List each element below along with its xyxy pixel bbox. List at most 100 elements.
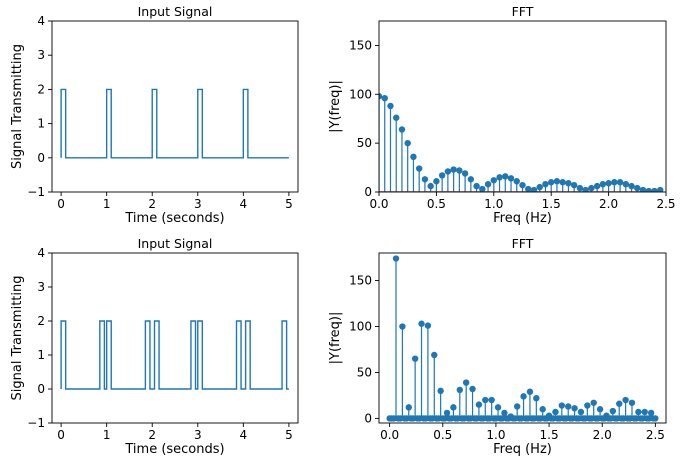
x-tick-label: 5 <box>285 197 293 211</box>
axes-frame <box>51 252 299 424</box>
x-tick-label: 0.5 <box>427 197 446 211</box>
stem-marker <box>490 177 497 184</box>
y-tick-label: 150 <box>349 274 372 288</box>
chart-title: FFT <box>512 236 534 251</box>
stem-marker <box>433 178 440 185</box>
x-tick-label: 1.0 <box>486 428 505 442</box>
y-axis-label: Signal Transmitting <box>10 276 25 401</box>
x-axis-label: Time (seconds) <box>124 211 224 226</box>
y-tick-label: 0 <box>37 151 45 165</box>
x-tick-label: 1 <box>103 428 111 442</box>
chart-panel-3: 0 1 2 3 4 5 −1 0 1 2 3 4 Input Signal Time (seconds) S… <box>10 236 299 456</box>
stem-marker <box>530 186 538 192</box>
stem-marker <box>513 403 521 410</box>
x-tick-label: 2 <box>148 197 156 211</box>
stem-marker <box>652 415 659 422</box>
y-tick-label: 150 <box>349 38 372 52</box>
stem-marker <box>641 408 648 416</box>
x-tick-label: 2.5 <box>656 197 675 211</box>
stem-marker <box>628 399 636 406</box>
stem-marker <box>456 386 463 394</box>
x-tick-label: 3 <box>194 428 202 442</box>
x-tick-label: 1.5 <box>542 197 561 211</box>
stem-marker <box>519 181 526 189</box>
chart-panel-2: 0.0 0.5 1.0 1.5 2.0 2.5 0 50 100 150 FFT Freq (Hz) |… <box>328 4 676 226</box>
signal-line <box>60 320 289 390</box>
stem-marker <box>431 351 438 359</box>
y-tick-label: 2 <box>37 314 45 328</box>
x-tick-label: 3 <box>194 197 202 211</box>
stem-marker <box>590 399 597 406</box>
stem-marker <box>548 179 555 186</box>
x-tick-label: 2 <box>148 428 156 442</box>
y-tick-label: 4 <box>37 246 45 260</box>
y-tick-label: 50 <box>357 365 372 379</box>
plot-area <box>379 93 664 192</box>
plot-area <box>60 320 289 390</box>
stem-marker <box>410 153 417 161</box>
stem-marker <box>609 407 617 415</box>
stem-marker <box>399 323 406 330</box>
chart-panel-4: 0.0 0.5 1.0 1.5 2.0 2.5 0 50 100 150 FFT Freq (Hz) |… <box>328 236 667 456</box>
stem-marker <box>634 184 641 192</box>
y-tick-label: 3 <box>37 280 45 294</box>
x-axis-label: Freq (Hz) <box>493 442 552 456</box>
y-tick-label: 1 <box>37 348 45 362</box>
y-tick-label: 0 <box>364 185 372 199</box>
stem-marker <box>488 396 495 404</box>
y-axis-label: |Y(freq)| <box>328 312 343 365</box>
stem-marker <box>584 402 591 409</box>
chart-title: Input Signal <box>138 4 213 19</box>
stem-marker <box>622 396 629 404</box>
stem-marker <box>467 176 475 183</box>
stem-marker <box>456 167 463 174</box>
stem-marker <box>565 180 572 187</box>
x-axis-label: Time (seconds) <box>124 442 224 456</box>
stem-marker <box>611 179 618 186</box>
signal-line <box>60 88 289 159</box>
stem-marker <box>392 255 400 262</box>
stem-marker <box>427 182 434 190</box>
stem-marker <box>411 355 419 362</box>
stem-marker <box>565 403 572 410</box>
stem-marker <box>657 186 664 192</box>
stem-marker <box>461 170 469 177</box>
x-tick-label: 0 <box>57 197 65 211</box>
stem-marker <box>639 186 647 192</box>
stem-marker <box>539 406 546 413</box>
stem-marker <box>393 114 400 121</box>
stem-marker <box>571 405 578 412</box>
stem-marker <box>520 393 527 400</box>
x-axis-label: Freq (Hz) <box>493 211 552 226</box>
y-tick-label: 100 <box>349 87 372 101</box>
stem-marker <box>475 401 483 408</box>
stem-marker <box>502 173 509 180</box>
stem-marker <box>379 93 383 100</box>
y-tick-label: 3 <box>37 48 45 62</box>
chart-panel-1: 0 1 2 3 4 5 −1 0 1 2 3 4 Input Signal Time (seconds) S… <box>10 4 299 226</box>
stem-marker <box>645 187 652 192</box>
stem-marker <box>570 181 578 189</box>
stem-marker <box>479 185 486 192</box>
x-tick-label: 2.5 <box>646 428 665 442</box>
stem-marker <box>443 409 451 417</box>
x-tick-label: 0.5 <box>433 428 452 442</box>
x-tick-label: 4 <box>240 428 248 442</box>
stem-marker <box>405 404 412 411</box>
stem-marker <box>513 178 520 185</box>
stem-marker <box>437 387 444 395</box>
y-axis-label: |Y(freq)| <box>328 80 343 133</box>
stem-marker <box>494 404 502 411</box>
axes-frame <box>378 20 667 193</box>
plot-area <box>386 255 659 422</box>
x-tick-label: 0 <box>57 428 65 442</box>
stem-marker <box>469 385 476 393</box>
stem-marker <box>526 388 534 395</box>
stem-marker <box>582 186 589 192</box>
x-tick-label: 1.5 <box>540 428 559 442</box>
stem-marker <box>438 172 446 179</box>
stem-marker <box>450 166 457 173</box>
x-tick-label: 1 <box>103 197 111 211</box>
stem-marker <box>553 178 561 185</box>
